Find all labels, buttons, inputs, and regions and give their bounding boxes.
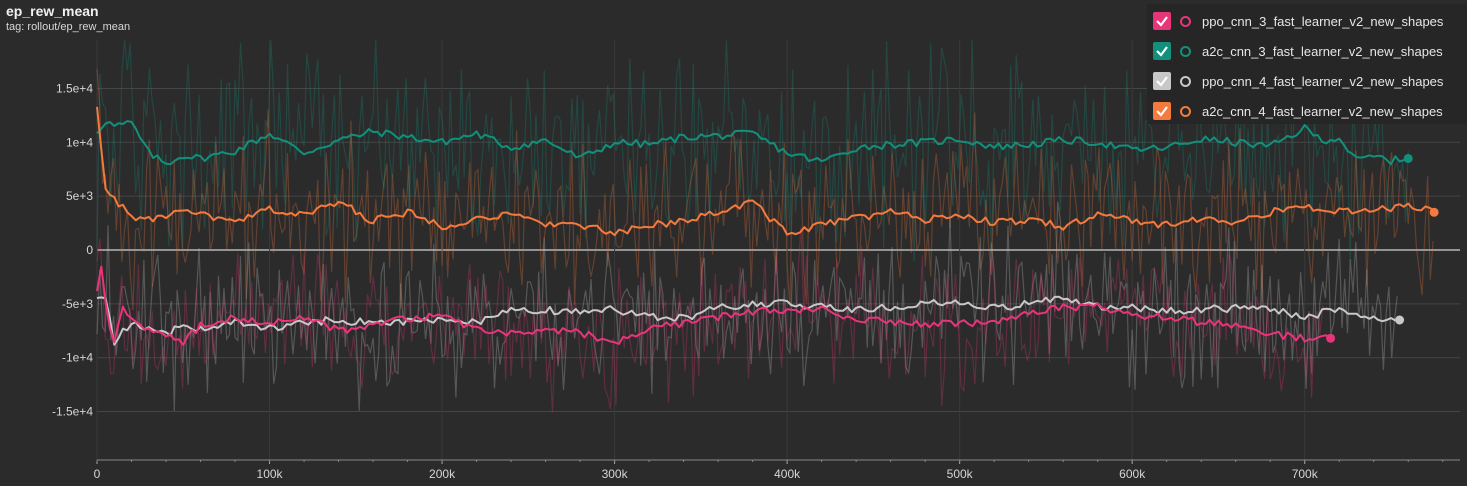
series-line-ppo_cnn_3_fast_learner_v2_new_shapes (96, 265, 1332, 346)
y-tick-label: 5e+3 (66, 189, 93, 203)
series-end-point (1429, 207, 1439, 217)
checkbox-checked-icon[interactable] (1153, 12, 1171, 30)
y-tick-label: 1e+4 (66, 135, 93, 149)
y-tick-label: -1e+4 (62, 351, 93, 365)
legend-label: a2c_cnn_4_fast_learner_v2_new_shapes (1202, 103, 1443, 119)
raw-line-ppo_cnn_3_fast_learner_v2_new_shapes (96, 227, 1329, 413)
checkbox-checked-icon[interactable] (1153, 42, 1171, 60)
x-tick-label: 300k (602, 467, 629, 481)
raw-line-a2c_cnn_3_fast_learner_v2_new_shapes (96, 39, 1409, 262)
legend-item-2[interactable]: ppo_cnn_4_fast_learner_v2_new_shapes (1147, 66, 1443, 96)
legend-label: ppo_cnn_3_fast_learner_v2_new_shapes (1202, 13, 1444, 29)
y-tick-label: 0 (86, 243, 93, 257)
series-end-point (1395, 315, 1405, 325)
checkbox-checked-icon[interactable] (1153, 102, 1171, 120)
series-line-a2c_cnn_4_fast_learner_v2_new_shapes (96, 106, 1435, 237)
series-end-point (1326, 333, 1336, 343)
y-tick-label: 1.5e+4 (56, 81, 93, 95)
x-tick-label: 700k (1292, 467, 1319, 481)
x-tick-label: 600k (1119, 467, 1146, 481)
chart-title: ep_rew_mean (6, 3, 99, 19)
legend-item-3[interactable]: a2c_cnn_4_fast_learner_v2_new_shapes (1147, 96, 1443, 126)
legend-label: ppo_cnn_4_fast_learner_v2_new_shapes (1202, 73, 1444, 89)
series-circle-icon (1180, 105, 1191, 117)
chart-tag: tag: rollout/ep_rew_mean (6, 21, 131, 33)
legend-item-1[interactable]: a2c_cnn_3_fast_learner_v2_new_shapes (1147, 36, 1443, 66)
legend-item-0[interactable]: ppo_cnn_3_fast_learner_v2_new_shapes (1147, 6, 1443, 36)
x-tick-label: 0 (94, 467, 101, 481)
x-tick-label: 400k (774, 467, 801, 481)
series-circle-icon (1180, 45, 1191, 57)
raw-line-a2c_cnn_4_fast_learner_v2_new_shapes (96, 68, 1434, 311)
x-tick-label: 100k (257, 467, 284, 481)
series-circle-icon (1180, 15, 1191, 27)
axis-layer: 1.5e+4 1e+4 5e+3 0 -5e+3 -1e+4 -1.5e+4 0 100k 200… (52, 81, 1460, 481)
legend-label: a2c_cnn_3_fast_learner_v2_new_shapes (1202, 43, 1443, 59)
legend: ppo_cnn_3_fast_learner_v2_new_shapes a2c… (1147, 4, 1467, 124)
y-tick-label: -1.5e+4 (52, 405, 93, 419)
y-tick-label: -5e+3 (62, 297, 93, 311)
series-layer (96, 106, 1439, 346)
checkbox-checked-icon[interactable] (1153, 72, 1171, 90)
x-tick-label: 200k (429, 467, 456, 481)
series-line-a2c_cnn_3_fast_learner_v2_new_shapes (96, 120, 1409, 166)
x-tick-label: 500k (947, 467, 974, 481)
series-circle-icon (1180, 75, 1191, 87)
grid-layer (96, 40, 1460, 460)
title-block: ep_rew_mean tag: rollout/ep_rew_mean (6, 2, 130, 34)
series-end-point (1403, 153, 1413, 163)
